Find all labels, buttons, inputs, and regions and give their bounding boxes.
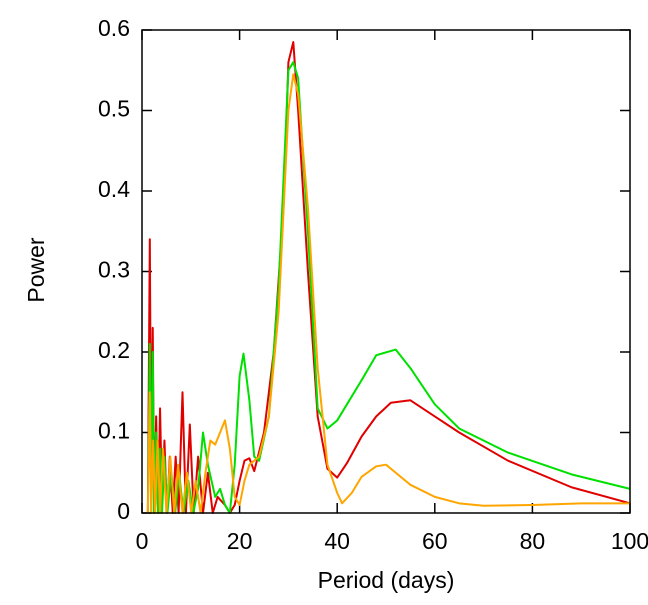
y-tick-label: 0.5 [98,96,130,122]
y-tick-label: 0.3 [98,257,130,283]
y-tick-label: 0.4 [98,176,130,202]
x-tick-label: 60 [422,528,448,554]
y-tick-label: 0 [117,498,130,524]
y-axis-label: Power [23,237,49,303]
x-axis-label: Period (days) [318,567,455,593]
y-tick-label: 0.1 [98,418,130,444]
data-line [146,41,631,514]
x-tick-label: 100 [611,528,648,554]
data-line [146,61,631,514]
x-tick-label: 20 [227,528,253,554]
x-tick-label: 40 [324,528,350,554]
x-tick-label: 80 [520,528,546,554]
x-tick-label: 0 [136,528,149,554]
data-line [146,73,630,514]
plot-frame [141,29,631,514]
y-tick-label: 0.2 [98,337,130,363]
y-tick-label: 0.6 [98,15,130,41]
